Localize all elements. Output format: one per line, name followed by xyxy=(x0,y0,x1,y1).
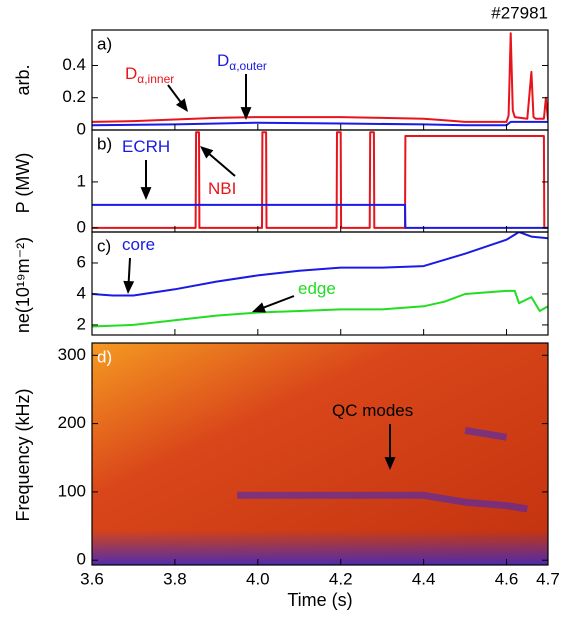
arrow-shaft xyxy=(127,257,131,285)
x-tick-label: 4.0 xyxy=(246,569,270,588)
arrow-head xyxy=(140,187,152,200)
annotation-text: QC modes xyxy=(332,401,413,420)
x-tick-label: 4.7 xyxy=(536,569,560,588)
annotation: Dα,outer xyxy=(217,51,267,73)
annotation: edge xyxy=(298,279,336,298)
trace xyxy=(92,232,548,297)
y-tick-label: 0.2 xyxy=(62,87,86,106)
y-tick-label: 4 xyxy=(77,283,86,302)
annotation: core xyxy=(122,235,155,254)
spectrogram-low-band xyxy=(92,530,548,565)
arrow-head xyxy=(123,280,135,294)
trace xyxy=(92,203,548,229)
y-axis-label: arb. xyxy=(13,64,33,95)
panel-label: a) xyxy=(97,34,112,53)
plot-area xyxy=(92,131,548,229)
annotation-subscript: α,inner xyxy=(137,72,174,86)
plot-area xyxy=(92,232,548,328)
y-tick-label: 0 xyxy=(77,119,86,138)
arrow-head xyxy=(240,107,252,120)
x-tick-label: 4.4 xyxy=(412,569,436,588)
trace xyxy=(92,289,548,328)
y-tick-label: 100 xyxy=(58,481,86,500)
y-tick-label: 1 xyxy=(77,171,86,190)
arrow-head xyxy=(252,302,266,313)
annotation: ECRH xyxy=(122,137,170,156)
y-tick-label: 0 xyxy=(77,217,86,236)
shot-number: #27981 xyxy=(491,3,548,22)
panel-label: d) xyxy=(97,347,112,366)
panel-label: b) xyxy=(97,134,112,153)
panel-frame xyxy=(91,342,549,566)
x-tick-label: 3.8 xyxy=(163,569,187,588)
x-axis-label: Time (s) xyxy=(287,590,352,610)
y-axis-label: P (MW) xyxy=(13,153,33,214)
annotation: QC modes xyxy=(332,401,413,420)
annotation-text: NBI xyxy=(208,179,236,198)
annotation-text: edge xyxy=(298,279,336,298)
panel-frame xyxy=(91,231,549,336)
x-tick-label: 3.6 xyxy=(80,569,104,588)
trace xyxy=(92,131,548,229)
x-tick-label: 4.6 xyxy=(495,569,519,588)
plot-area xyxy=(237,426,528,513)
y-axis-label: Frequency (kHz) xyxy=(13,388,33,521)
annotation-text: core xyxy=(122,235,155,254)
y-tick-label: 6 xyxy=(77,252,86,271)
x-tick-label: 4.2 xyxy=(329,569,353,588)
y-tick-label: 200 xyxy=(58,413,86,432)
arrow-head xyxy=(175,98,188,112)
annotation-text: D xyxy=(125,64,137,83)
y-tick-label: 0.4 xyxy=(62,55,86,74)
mode-band xyxy=(464,426,508,441)
spectrogram-background xyxy=(92,343,548,565)
arrow-head xyxy=(200,146,214,159)
annotation-subscript: α,outer xyxy=(229,59,267,73)
annotation-text: D xyxy=(217,51,229,70)
y-tick-label: 300 xyxy=(58,345,86,364)
panel-label: c) xyxy=(97,236,111,255)
y-axis-label: ne(10¹⁹m⁻²) xyxy=(13,237,33,333)
y-tick-label: 0 xyxy=(77,550,86,569)
arrow-head xyxy=(384,457,396,470)
annotation: NBI xyxy=(208,179,236,198)
trace xyxy=(92,32,548,123)
annotation: Dα,inner xyxy=(125,64,174,86)
annotation-text: ECRH xyxy=(122,137,170,156)
mode-band xyxy=(237,491,528,513)
arrow-shaft xyxy=(167,84,183,105)
arrow-shaft xyxy=(206,151,236,177)
arrow-shaft xyxy=(260,295,295,310)
y-tick-label: 2 xyxy=(77,314,86,333)
